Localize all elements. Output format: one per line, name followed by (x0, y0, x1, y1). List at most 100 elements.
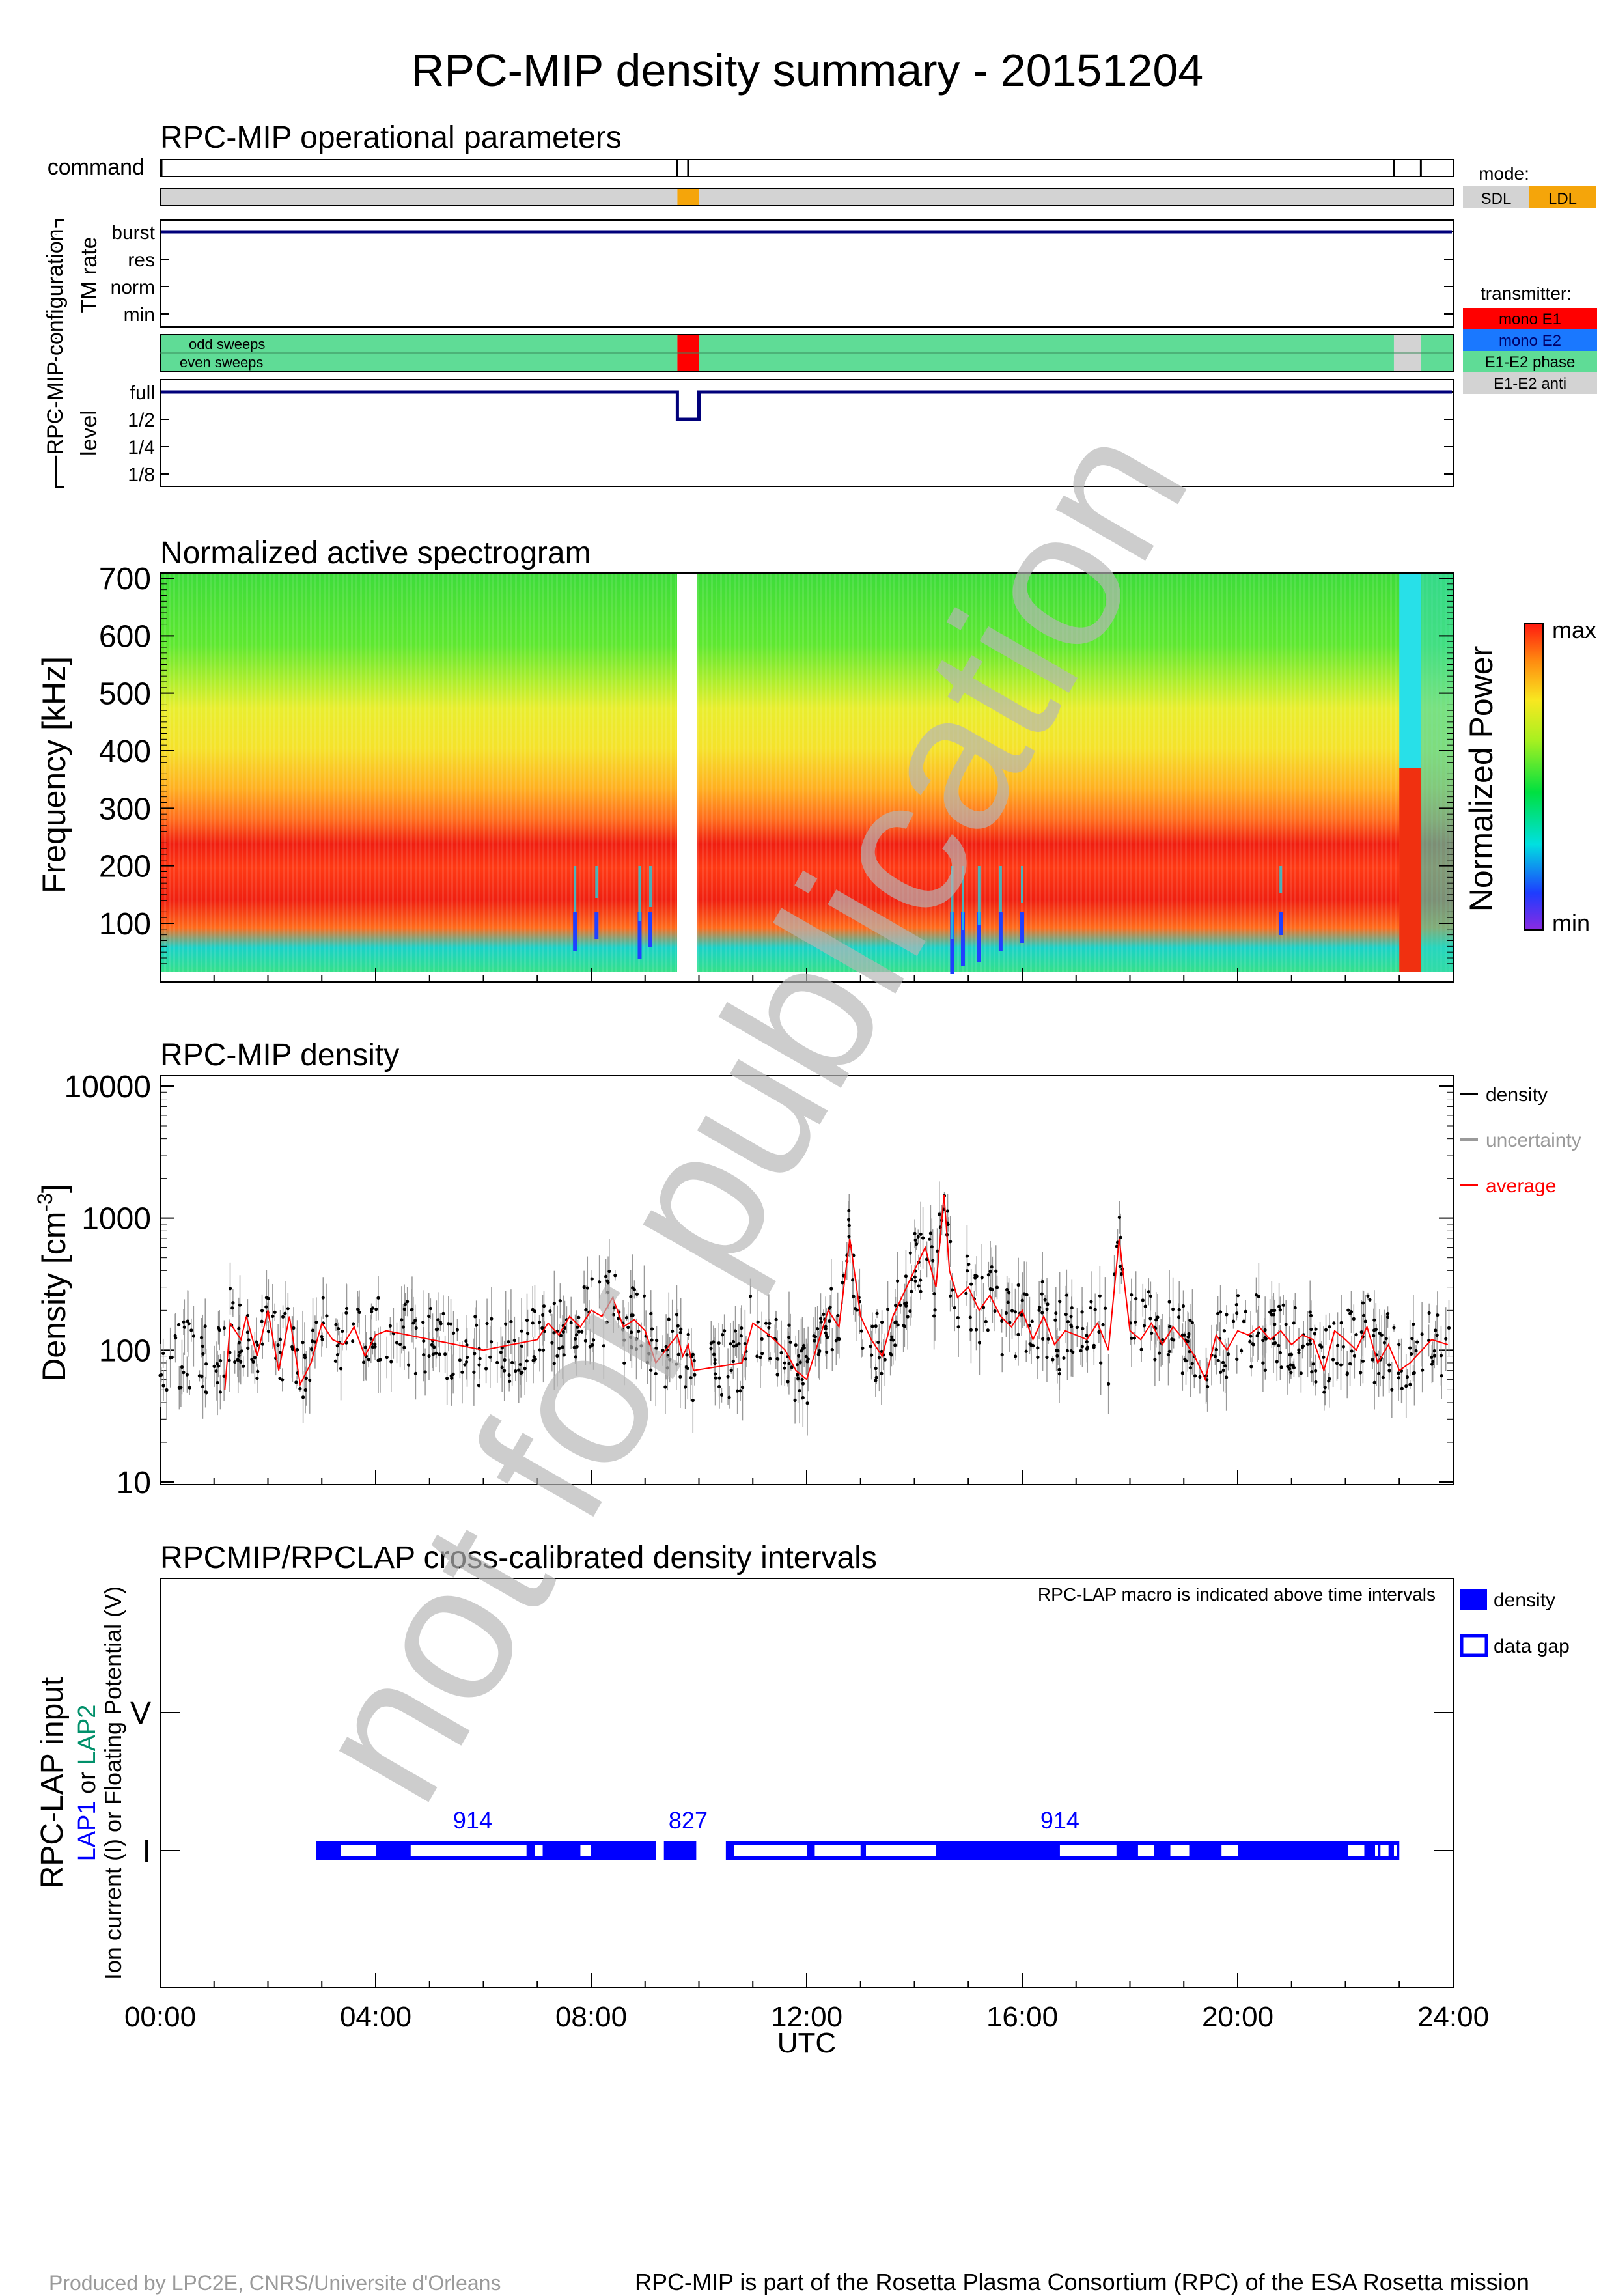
density-point (1148, 1317, 1152, 1321)
density-point (1176, 1315, 1181, 1319)
density-point (756, 1320, 760, 1324)
density-point (373, 1345, 377, 1349)
density-point (980, 1276, 984, 1280)
density-point (889, 1337, 893, 1342)
density-point (650, 1338, 654, 1342)
density-point (311, 1328, 315, 1332)
density-point (295, 1347, 299, 1352)
density-point (1279, 1365, 1283, 1369)
density-point (1119, 1235, 1122, 1239)
density-point (352, 1322, 355, 1326)
density-point (731, 1339, 736, 1344)
density-point (645, 1360, 649, 1364)
density-point (580, 1330, 584, 1334)
level-label: 1/8 (128, 464, 155, 486)
mode-legend-swatch (1529, 186, 1596, 208)
density-point (729, 1368, 733, 1373)
density-point (239, 1360, 243, 1364)
density-point (434, 1351, 438, 1355)
density-point (1075, 1325, 1079, 1330)
density-point (504, 1322, 508, 1326)
mode-legend-label: LDL (1548, 190, 1577, 208)
density-point (548, 1309, 552, 1313)
density-point (237, 1354, 241, 1358)
density-point (465, 1343, 469, 1347)
density-point (247, 1338, 251, 1342)
density-point (635, 1292, 639, 1296)
density-point (1421, 1368, 1425, 1372)
lap-ylabel2: LAP1 or LAP2 (74, 1705, 101, 1862)
density-point (436, 1327, 439, 1331)
density-point (344, 1306, 349, 1311)
density-point (624, 1316, 629, 1320)
density-point (665, 1366, 669, 1370)
x-tick-label: 04:00 (340, 2001, 411, 2033)
spectrogram-ylabel: Frequency [kHz] (36, 656, 72, 893)
density-point (1046, 1302, 1050, 1306)
density-point (1310, 1370, 1314, 1374)
density-point (1411, 1371, 1415, 1375)
density-point (552, 1362, 556, 1365)
lap-ylabel3: Ion current (I) or Floating Potential (V… (100, 1586, 126, 1980)
density-point (335, 1352, 340, 1357)
density-point (1080, 1345, 1084, 1349)
density-point (507, 1373, 511, 1377)
density-point (475, 1323, 479, 1327)
density-point (542, 1304, 546, 1308)
density-point (525, 1318, 529, 1323)
density-point (411, 1321, 415, 1325)
density-point (1024, 1349, 1028, 1353)
density-point (1188, 1365, 1192, 1370)
density-point (191, 1334, 195, 1338)
density-point (1261, 1338, 1265, 1343)
density-point (402, 1345, 406, 1349)
density-point (1066, 1320, 1070, 1324)
density-point (768, 1356, 772, 1360)
density-point (520, 1329, 523, 1333)
density-point (733, 1329, 738, 1333)
density-point (271, 1314, 275, 1319)
density-point (717, 1384, 721, 1389)
density-point (227, 1358, 231, 1362)
density-point (188, 1386, 191, 1390)
density-point (591, 1343, 594, 1347)
density-point (631, 1313, 635, 1317)
density-point (585, 1286, 589, 1290)
density-point (575, 1345, 579, 1349)
density-point (874, 1324, 878, 1328)
density-ytick-label: 10 (117, 1466, 151, 1500)
density-point (537, 1320, 542, 1324)
density-point (1000, 1352, 1004, 1357)
density-point (1382, 1341, 1387, 1345)
density-point (1322, 1355, 1326, 1359)
density-point (1167, 1324, 1172, 1328)
density-point (197, 1374, 202, 1378)
colorbar (1524, 623, 1544, 931)
density-point (231, 1301, 235, 1305)
density-point (846, 1218, 851, 1222)
density-point (1045, 1307, 1049, 1311)
density-point (413, 1371, 418, 1375)
density-point (398, 1342, 402, 1347)
spectrogram-streak (594, 912, 599, 939)
density-point (968, 1315, 972, 1319)
density-point (874, 1375, 878, 1379)
spectrogram-streak (998, 912, 1003, 951)
density-point (569, 1321, 573, 1324)
density-point (500, 1365, 504, 1369)
density-ytick-label: 10000 (64, 1070, 151, 1104)
density-point (503, 1358, 507, 1362)
density-point (732, 1344, 736, 1348)
density-point (1186, 1335, 1190, 1339)
x-axis-labels: 00:00 04:00 08:00 12:00 16:00 20:00 24:00 (124, 2001, 1489, 2033)
density-point (1263, 1368, 1267, 1372)
spectrogram-feature (1421, 573, 1453, 972)
density-point (555, 1354, 559, 1358)
density-point (679, 1327, 683, 1331)
density-point (847, 1235, 851, 1239)
density-point (740, 1326, 744, 1330)
density-point (727, 1395, 731, 1399)
mode-legend-label: SDL (1481, 190, 1512, 208)
lap-intervals (316, 1841, 1400, 1860)
density-point (1324, 1328, 1328, 1332)
